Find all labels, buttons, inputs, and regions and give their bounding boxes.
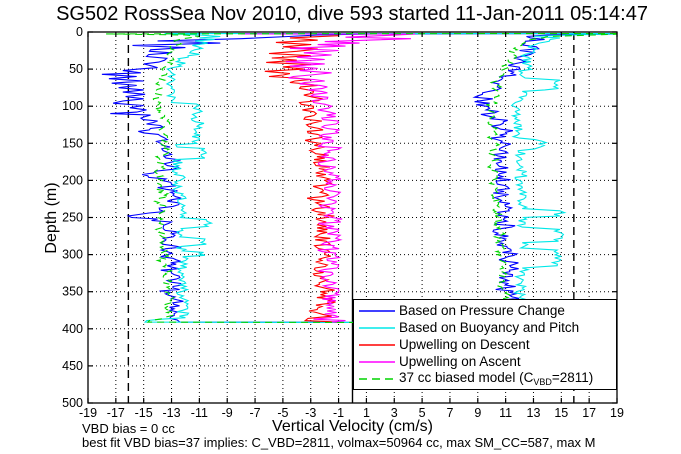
- x-tick-label: 13: [527, 406, 541, 420]
- chart-title: SG502 RossSea Nov 2010, dive 593 started…: [56, 3, 648, 25]
- y-tick-label: 400: [62, 322, 83, 336]
- y-tick-label: 200: [62, 173, 83, 187]
- x-tick-label: -3: [305, 406, 316, 420]
- x-tick-label: 17: [582, 406, 596, 420]
- legend-label: Upwelling on Ascent: [399, 354, 521, 369]
- legend-item-biased-model: 37 cc biased model (CVBD=2811): [354, 370, 616, 387]
- series-w-from-buoyancy-pitch: [143, 32, 617, 324]
- legend-label: Upwelling on Descent: [399, 337, 530, 352]
- legend-label: Based on Buoyancy and Pitch: [399, 320, 580, 335]
- x-tick-label: -17: [107, 406, 125, 420]
- x-tick-label: 3: [391, 406, 398, 420]
- series-upwelling-descent: [264, 35, 339, 323]
- legend: Based on Pressure Change Based on Buoyan…: [353, 299, 617, 390]
- legend-line-sample: [359, 343, 395, 346]
- best-fit-annotation: best fit VBD bias=37 implies: C_VBD=2811…: [82, 435, 596, 450]
- x-tick-label: 19: [610, 406, 624, 420]
- legend-label: 37 cc biased model (CVBD=2811): [399, 370, 594, 387]
- legend-line-sample: [359, 377, 395, 380]
- legend-item-upwelling-ascent: Upwelling on Ascent: [354, 354, 616, 370]
- x-axis-label: Vertical Velocity (cm/s): [272, 418, 433, 435]
- y-tick-label: 500: [62, 396, 83, 410]
- x-tick-label: 1: [363, 406, 370, 420]
- x-tick-label: -11: [191, 406, 208, 420]
- x-tick-label: -7: [249, 406, 260, 420]
- y-tick-label: 150: [62, 136, 83, 150]
- x-tick-label: 9: [474, 406, 481, 420]
- series-biased-model: [106, 32, 617, 324]
- x-tick-label: -5: [277, 406, 288, 420]
- y-tick-label: 100: [62, 99, 83, 113]
- series-w-from-pressure: [101, 32, 617, 324]
- legend-line-sample: [359, 360, 395, 363]
- legend-label: Based on Pressure Change: [399, 303, 565, 318]
- x-tick-label: 5: [419, 406, 426, 420]
- x-tick-label: -15: [135, 406, 153, 420]
- y-tick-label: 300: [62, 248, 83, 262]
- legend-item-pressure: Based on Pressure Change: [354, 303, 616, 319]
- y-tick-label: 0: [76, 25, 83, 39]
- y-tick-label: 50: [69, 62, 83, 76]
- x-tick-label: -1: [333, 406, 344, 420]
- y-tick-label: 250: [62, 211, 83, 225]
- x-tick-label: 15: [554, 406, 568, 420]
- legend-line-sample: [359, 309, 395, 312]
- x-tick-label: -9: [222, 406, 233, 420]
- x-tick-label: -13: [162, 406, 180, 420]
- legend-item-buoyancy: Based on Buoyancy and Pitch: [354, 320, 616, 336]
- y-tick-label: 450: [62, 359, 83, 373]
- x-tick-label: 7: [446, 406, 453, 420]
- legend-line-sample: [359, 326, 395, 329]
- legend-label-subscript: VBD: [533, 377, 552, 387]
- x-tick-label: 11: [499, 406, 512, 420]
- series-upwelling-ascent: [241, 33, 416, 323]
- x-tick-label: -19: [79, 406, 97, 420]
- y-tick-label: 350: [62, 285, 83, 299]
- legend-item-upwelling-descent: Upwelling on Descent: [354, 337, 616, 353]
- vbd-bias-annotation: VBD bias = 0 cc: [82, 421, 175, 436]
